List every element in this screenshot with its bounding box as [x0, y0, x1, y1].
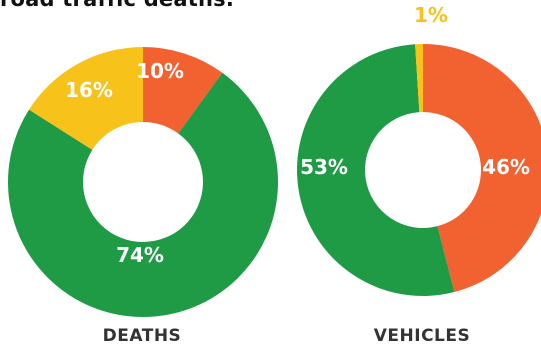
deaths-label-1: 74% [116, 243, 164, 267]
vehicles-slice-0 [423, 44, 541, 293]
deaths-slice-2 [29, 46, 143, 150]
vehicles-label-2: 1% [414, 3, 448, 27]
deaths-slice-1 [8, 72, 279, 317]
chart-heading: road traffic deaths. [0, 0, 234, 11]
deaths-label-2: 16% [65, 78, 113, 102]
deaths-label-0: 10% [136, 59, 184, 83]
deaths-slice-0 [143, 47, 223, 134]
vehicles-label-0: 46% [482, 155, 530, 179]
vehicles-label-1: 53% [300, 155, 348, 179]
vehicles-slice-1 [297, 44, 455, 297]
deaths-caption: DEATHS [102, 326, 182, 346]
vehicles-slice-2 [415, 44, 423, 113]
vehicles-caption: VEHICLES [373, 326, 471, 346]
